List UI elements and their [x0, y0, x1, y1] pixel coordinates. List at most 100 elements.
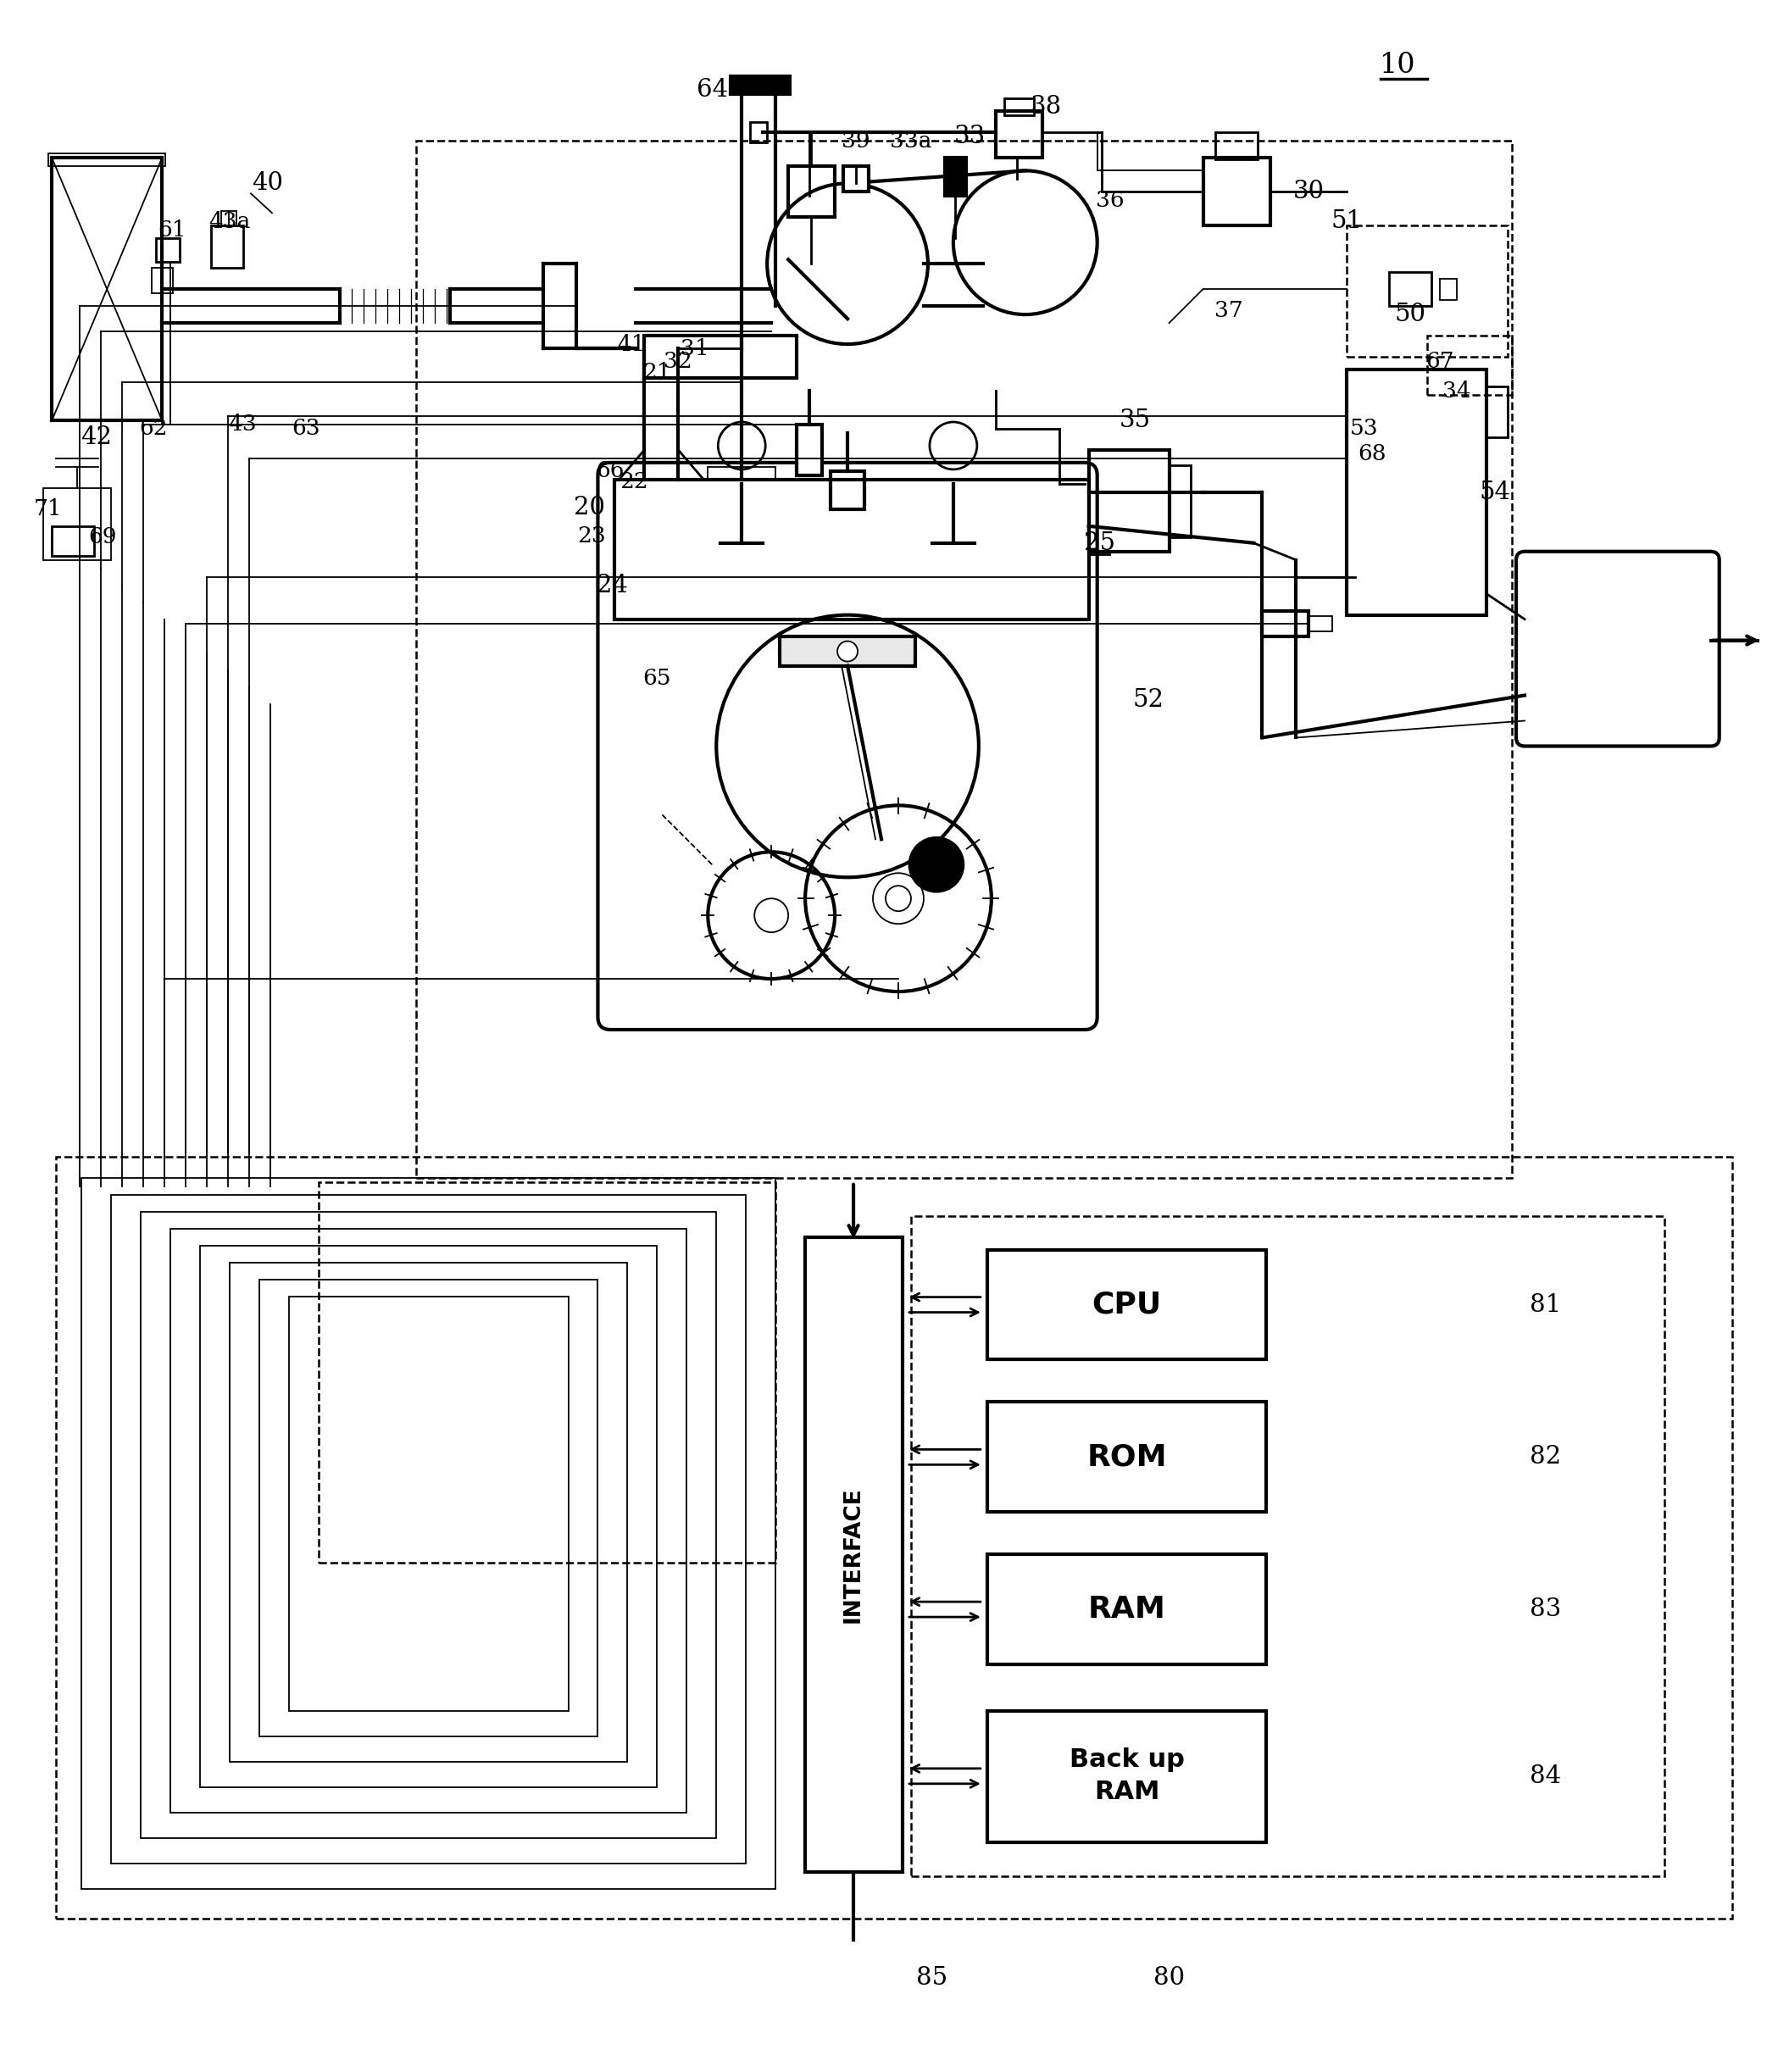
Text: 83: 83: [1531, 1598, 1561, 1620]
Bar: [1389, 271, 1431, 307]
Text: 21: 21: [644, 361, 672, 383]
Bar: [987, 1403, 1266, 1513]
Bar: [112, 1196, 747, 1863]
Bar: [987, 1711, 1266, 1842]
Text: CPU: CPU: [1092, 1291, 1161, 1320]
Text: 38: 38: [1031, 95, 1061, 118]
Bar: [57, 1156, 1732, 1919]
Bar: [318, 1181, 775, 1562]
FancyBboxPatch shape: [597, 462, 1097, 1030]
Text: 68: 68: [1358, 443, 1387, 464]
Bar: [212, 226, 244, 267]
Text: 61: 61: [158, 220, 187, 240]
Bar: [1348, 369, 1486, 615]
Text: 84: 84: [1531, 1763, 1561, 1788]
Bar: [1170, 464, 1189, 537]
Bar: [1262, 611, 1309, 636]
Text: 85: 85: [916, 1966, 948, 1989]
Text: 34: 34: [1442, 379, 1470, 402]
Bar: [996, 112, 1042, 157]
Bar: [805, 1237, 903, 1871]
Text: 36: 36: [1095, 191, 1124, 211]
Text: 53: 53: [1350, 419, 1378, 439]
Text: 65: 65: [644, 667, 672, 690]
Bar: [82, 1177, 775, 1890]
Bar: [843, 166, 869, 193]
Text: 35: 35: [1120, 408, 1150, 433]
Text: 25: 25: [1085, 530, 1115, 555]
FancyBboxPatch shape: [1517, 551, 1719, 746]
Bar: [229, 1262, 628, 1761]
Text: 32: 32: [663, 350, 693, 371]
Text: 67: 67: [1426, 350, 1454, 371]
Bar: [43, 489, 112, 559]
Bar: [1486, 387, 1508, 437]
Bar: [987, 1554, 1266, 1664]
Bar: [1088, 450, 1170, 551]
Bar: [797, 425, 821, 474]
Bar: [1428, 336, 1511, 396]
Bar: [151, 267, 172, 294]
Text: 82: 82: [1531, 1444, 1561, 1469]
Text: 22: 22: [621, 472, 649, 493]
Text: 43: 43: [228, 414, 256, 435]
Text: Back up
RAM: Back up RAM: [1069, 1747, 1184, 1805]
Text: 30: 30: [1293, 180, 1325, 203]
Bar: [788, 166, 836, 218]
Text: 54: 54: [1479, 481, 1511, 503]
Text: 51: 51: [1332, 209, 1362, 234]
Bar: [1309, 615, 1332, 632]
Text: 42: 42: [80, 425, 112, 450]
Text: 80: 80: [1154, 1966, 1184, 1989]
Bar: [48, 153, 165, 166]
Bar: [708, 466, 775, 479]
Bar: [1440, 280, 1456, 300]
Text: 20: 20: [574, 495, 605, 520]
Bar: [290, 1297, 569, 1711]
Circle shape: [909, 837, 964, 891]
Text: 62: 62: [139, 419, 167, 439]
Bar: [781, 636, 916, 665]
Text: 69: 69: [89, 526, 117, 547]
Text: 81: 81: [1531, 1293, 1561, 1316]
Bar: [416, 141, 1511, 1177]
Text: 33: 33: [955, 124, 987, 149]
Text: 66: 66: [596, 460, 624, 481]
Bar: [1204, 157, 1271, 226]
Text: RAM: RAM: [1088, 1595, 1166, 1624]
Text: 33a: 33a: [891, 131, 932, 151]
Bar: [987, 1249, 1266, 1359]
Text: 24: 24: [597, 574, 628, 597]
Text: 71: 71: [34, 499, 62, 520]
Bar: [171, 1229, 686, 1813]
Bar: [1348, 226, 1508, 356]
Bar: [731, 77, 789, 95]
Text: 10: 10: [1380, 52, 1415, 79]
Text: 63: 63: [292, 419, 320, 439]
Bar: [201, 1245, 658, 1788]
Bar: [750, 122, 766, 143]
Bar: [830, 470, 864, 510]
Bar: [156, 238, 180, 261]
Text: 50: 50: [1394, 303, 1426, 327]
Bar: [52, 157, 162, 421]
Text: 31: 31: [681, 338, 709, 358]
Bar: [944, 157, 965, 197]
Bar: [644, 336, 797, 377]
Bar: [1005, 99, 1033, 116]
Text: 64: 64: [697, 79, 727, 102]
Bar: [260, 1278, 597, 1736]
Circle shape: [837, 640, 857, 661]
Text: 39: 39: [841, 131, 869, 151]
Bar: [615, 479, 1088, 620]
Text: 52: 52: [1133, 688, 1163, 711]
Text: ROM: ROM: [1086, 1442, 1166, 1471]
Text: 23: 23: [578, 526, 606, 547]
Text: 43a: 43a: [208, 211, 251, 232]
Bar: [140, 1212, 717, 1838]
Text: 41: 41: [617, 334, 645, 354]
Bar: [220, 211, 236, 226]
Bar: [910, 1216, 1664, 1875]
Text: 37: 37: [1214, 300, 1243, 321]
Text: INTERFACE: INTERFACE: [843, 1486, 864, 1622]
